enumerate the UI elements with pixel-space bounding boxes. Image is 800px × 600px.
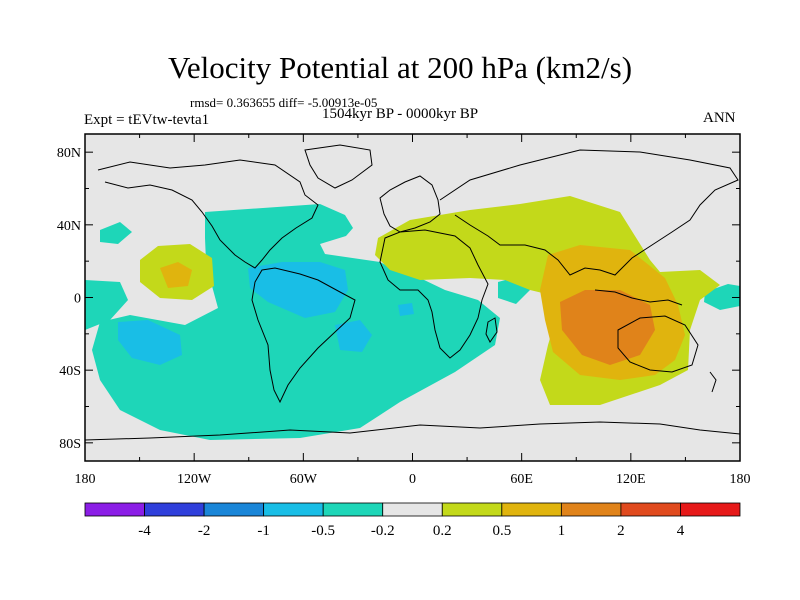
x-tick-label: 0: [409, 472, 416, 487]
colorbar-swatch: [263, 502, 324, 517]
contour-small-core-2: [398, 303, 414, 316]
coast-asia: [439, 149, 739, 276]
coast-australia: [617, 315, 699, 373]
contour-small-core-1: [335, 320, 372, 352]
chart-title: Velocity Potential at 200 hPa (km2/s): [167, 50, 633, 85]
coast-indonesia: [594, 289, 683, 306]
colorbar-level-label: -0.2: [371, 523, 395, 539]
x-tick-label: 120E: [616, 472, 646, 487]
y-tick-label: 80N: [57, 146, 81, 161]
contour-eastern-pacific-core: [160, 262, 192, 288]
colorbar-level-label: 0.2: [433, 523, 452, 539]
colorbar-level-label: -0.5: [311, 523, 335, 539]
colorbar-level-label: 1: [558, 523, 566, 539]
contour-fills: [85, 134, 740, 461]
colorbar-swatch: [322, 502, 384, 517]
contour-maritime-core: [560, 290, 655, 365]
coast-north-america: [97, 159, 319, 269]
coast-south-america: [251, 267, 356, 404]
coast-greenland: [304, 144, 373, 189]
coastlines: [85, 144, 740, 441]
colorbar-swatch: [441, 502, 503, 517]
colorbar-swatch: [144, 502, 205, 517]
x-tick-label: 180: [75, 472, 96, 487]
colorbar-level-label: -1: [257, 523, 270, 539]
rmsd-subtitle: rmsd= 0.363655 diff= -5.00913e-05: [190, 95, 378, 110]
colorbar-level-label: -4: [138, 523, 151, 539]
colorbar-level-label: 4: [677, 523, 685, 539]
coast-europe: [379, 175, 441, 233]
time-range-label: 1504kyr BP - 0000kyr BP: [322, 106, 479, 122]
colorbar: -4 -2 -1 -0.5 -0.2 0.2 0.5 1 2 4: [84, 502, 741, 539]
contour-southeast-pacific-core: [118, 320, 182, 365]
coast-africa: [379, 229, 489, 359]
experiment-label: Expt = tEVtw-tevta1: [84, 112, 210, 128]
x-tick-label: 120W: [177, 472, 212, 487]
axes: 180 120W 60W 0 60E 120E 180 80N 40N 0 40S 80S: [57, 134, 751, 487]
x-tick-label: 60E: [510, 472, 533, 487]
colorbar-swatch: [501, 502, 562, 517]
contour-atlantic-negative-west: [85, 280, 128, 330]
contour-dateline-blob: [704, 284, 740, 310]
colorbar-level-label: 0.5: [492, 523, 511, 539]
colorbar-swatch: [84, 502, 145, 517]
season-label: ANN: [703, 110, 736, 126]
y-tick-label: 40N: [57, 219, 81, 234]
y-tick-label: 80S: [59, 437, 81, 452]
colorbar-level-label: -2: [198, 523, 211, 539]
colorbar-swatch: [680, 502, 741, 517]
contour-amazon-core: [248, 262, 348, 318]
contour-atlantic-negative: [92, 204, 500, 440]
x-tick-label: 180: [730, 472, 751, 487]
y-tick-label: 40S: [59, 364, 81, 379]
coast-new-zealand: [709, 371, 717, 393]
colorbar-swatch: [620, 502, 681, 517]
colorbar-swatch: [560, 502, 622, 517]
colorbar-swatch: [382, 502, 443, 517]
x-tick-label: 60W: [290, 472, 318, 487]
contour-northwest-blob: [100, 222, 132, 244]
y-tick-label: 0: [74, 292, 81, 307]
coast-antarctica: [85, 421, 740, 441]
colorbar-swatch: [203, 502, 265, 517]
colorbar-level-label: 2: [617, 523, 625, 539]
coast-madagascar: [485, 317, 498, 343]
